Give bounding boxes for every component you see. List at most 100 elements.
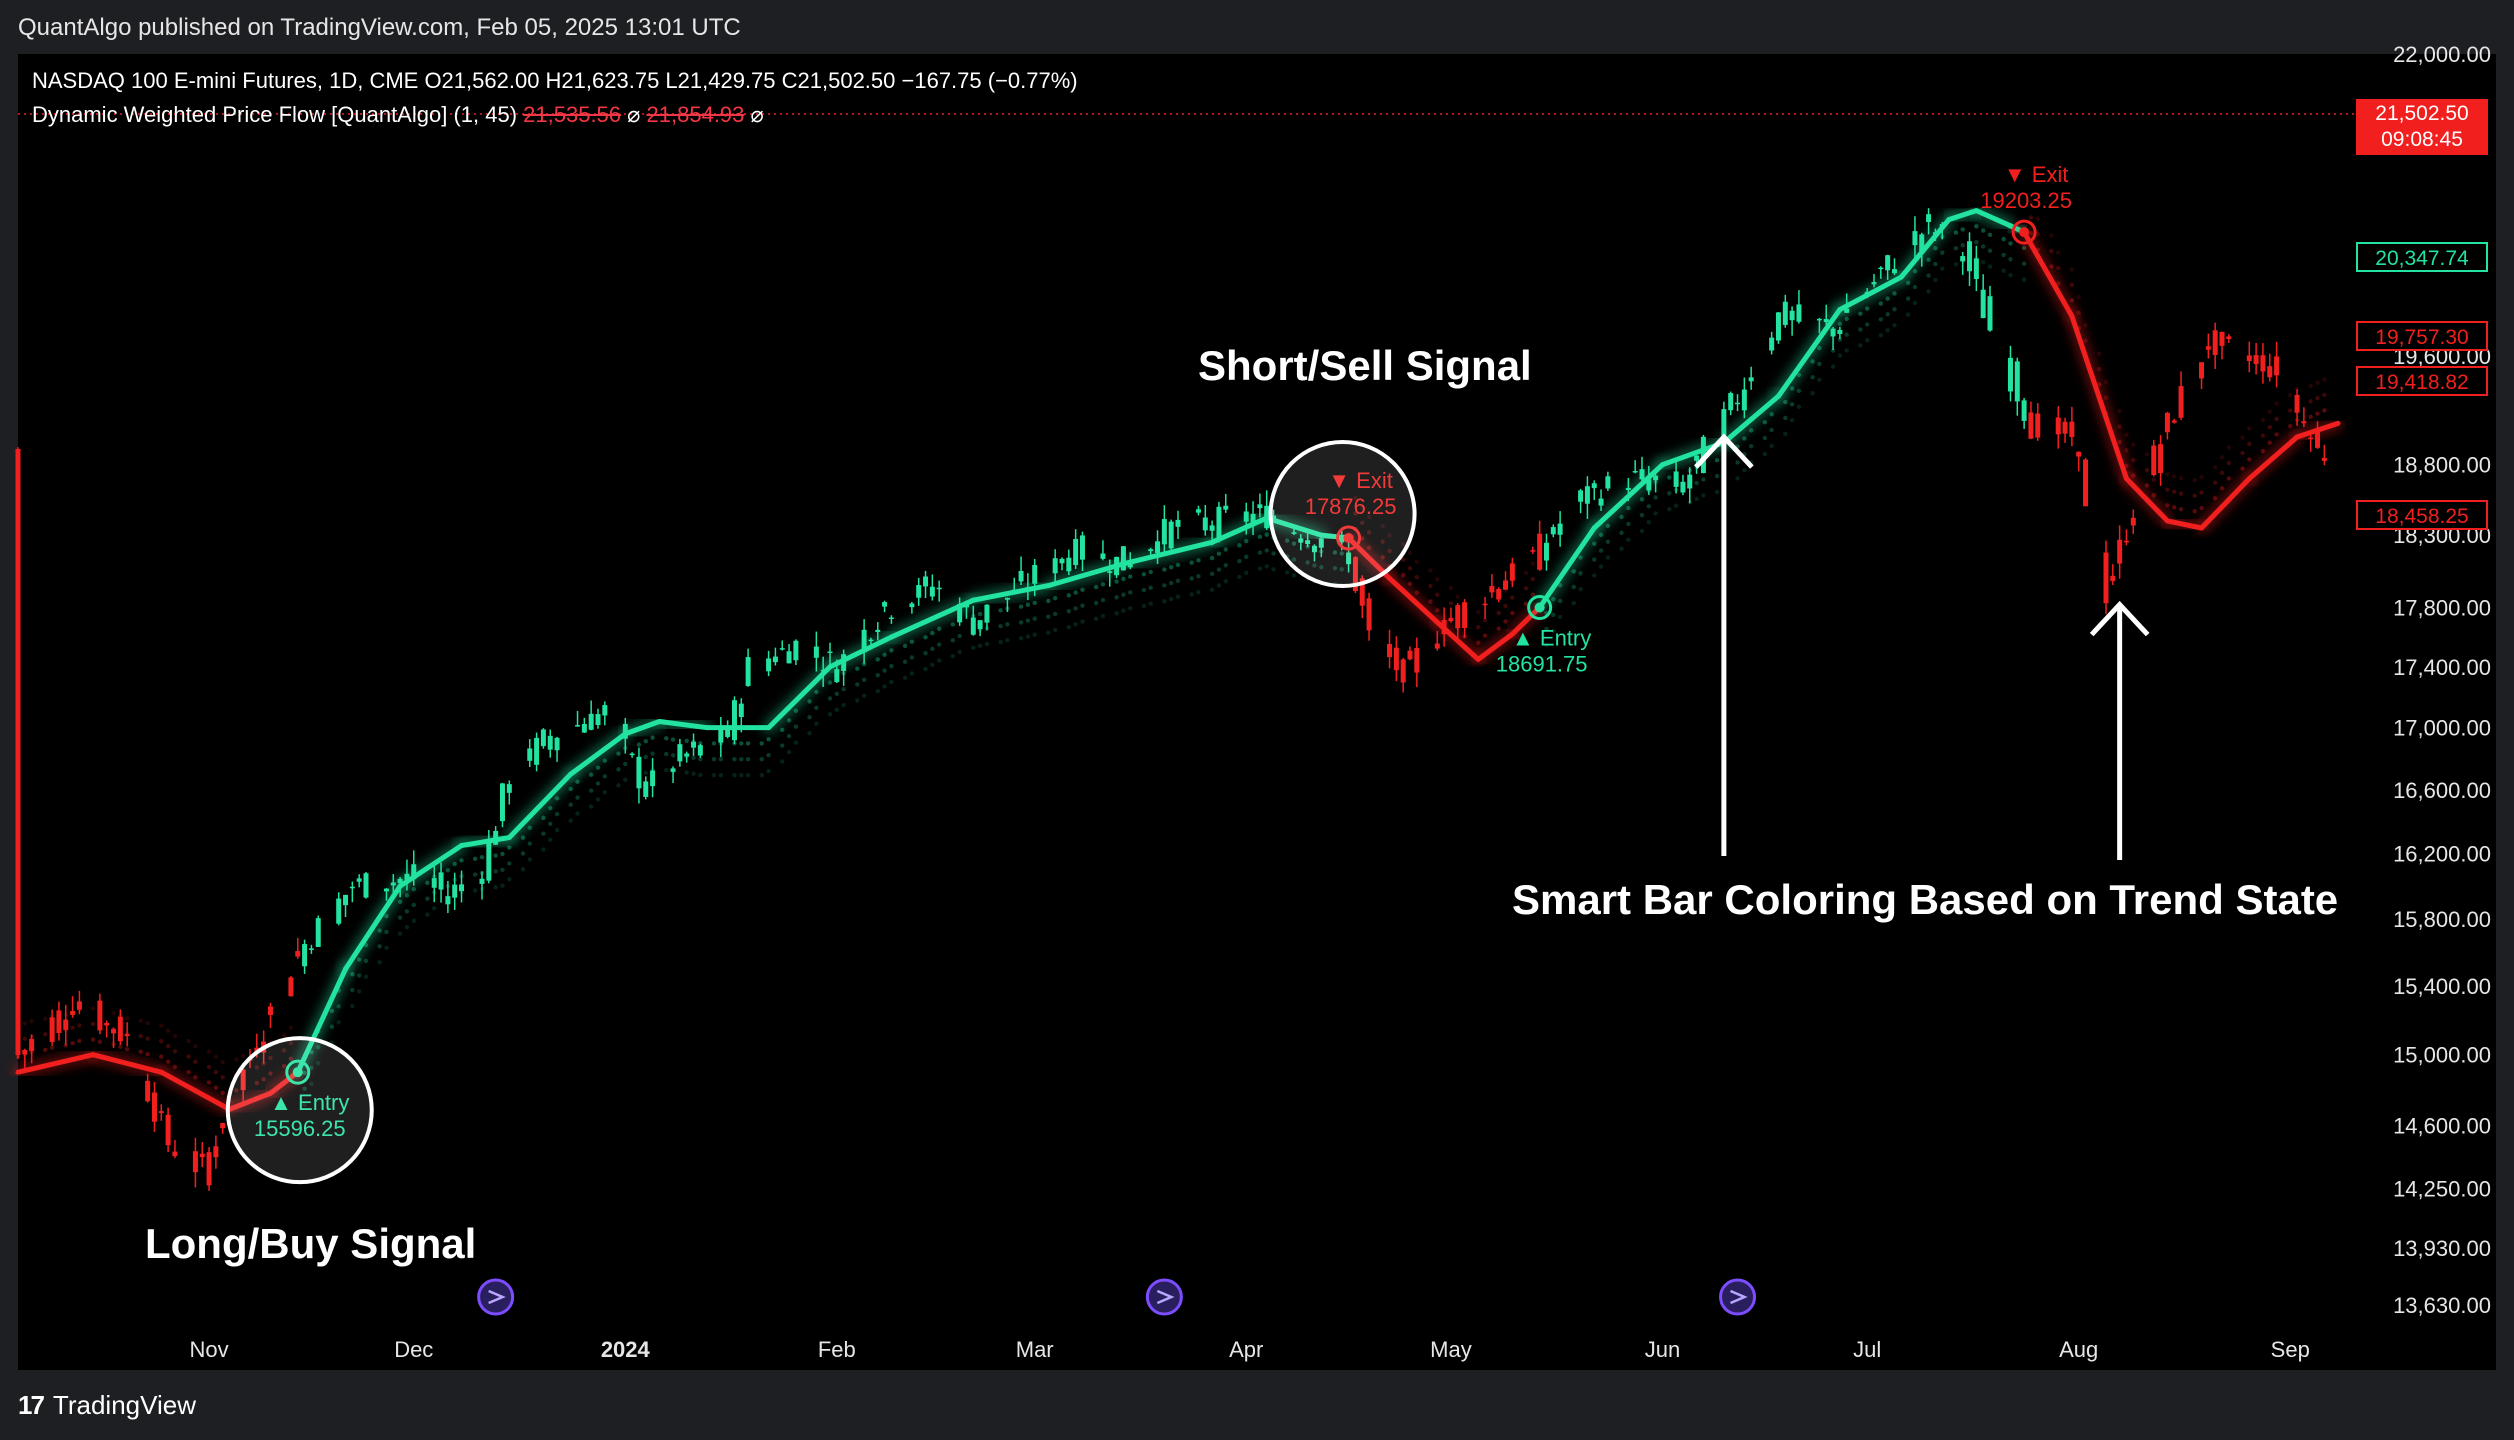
trend-glow-dot <box>670 737 676 742</box>
trend-glow-dot <box>664 767 669 773</box>
trend-glow-dot <box>1114 595 1119 600</box>
candle-body <box>63 1019 69 1030</box>
trend-glow-dot <box>186 1054 191 1059</box>
candle-body <box>2219 331 2225 346</box>
candle-body <box>1967 241 1973 272</box>
trend-glow-dot <box>377 944 382 949</box>
trend-glow-dot <box>500 883 505 888</box>
candle-body <box>629 753 635 756</box>
trend-glow-dot <box>281 1048 287 1053</box>
trend-glow-dot <box>2028 215 2034 220</box>
candle-body <box>158 1111 164 1113</box>
candle-body <box>343 894 349 906</box>
trend-glow-dot <box>1093 600 1099 606</box>
current-price-tag: 21,502.50 09:08:45 <box>2356 99 2488 155</box>
tradingview-logo[interactable]: 17 TradingView <box>18 1390 196 1421</box>
y-tick-label: 14,250.00 <box>2393 1177 2491 1202</box>
candle-body <box>56 1010 62 1033</box>
tradingview-logo-icon: 17 <box>18 1390 45 1420</box>
trend-glow-dot <box>2315 411 2320 416</box>
trend-glow-dot <box>159 1023 164 1028</box>
trend-glow-dot <box>2049 248 2054 254</box>
trend-glow-dot <box>780 743 785 748</box>
trend-glow-dot <box>527 841 532 846</box>
candle-body <box>2130 517 2136 526</box>
trend-glow-dot <box>206 1064 212 1070</box>
trend-glow-dot <box>145 1020 150 1026</box>
trend-glow-dot <box>138 1033 144 1039</box>
candle-body <box>1250 513 1256 524</box>
trend-glow-dot <box>1769 427 1774 433</box>
x-tick-label: Jun <box>1645 1337 1680 1362</box>
trend-glow-dot <box>1407 581 1413 587</box>
candle-body <box>49 1017 55 1043</box>
candle-body <box>827 651 833 654</box>
trend-glow-dot <box>1544 626 1549 632</box>
trend-glow-dot <box>1912 269 1918 274</box>
trend-glow-dot <box>1148 585 1153 590</box>
trend-glow-dot <box>404 909 410 914</box>
trend-glow-dot <box>1796 404 1802 409</box>
candle-body <box>2021 400 2027 421</box>
trend-glow-dot <box>520 851 526 856</box>
trend-glow-dot <box>2308 383 2313 389</box>
trend-glow-dot <box>1093 616 1099 622</box>
trend-glow-dot <box>70 1040 75 1046</box>
candle-body <box>1257 504 1263 509</box>
x-tick-label: 2024 <box>601 1337 651 1362</box>
trend-glow-dot <box>1523 586 1529 591</box>
trend-glow-dot <box>923 666 928 672</box>
candle-body <box>2055 417 2061 435</box>
trend-glow-dot <box>1598 564 1604 569</box>
trend-glow-dot <box>1653 495 1658 500</box>
trend-glow-dot <box>138 1049 144 1054</box>
indicator-na-1: ⌀ <box>627 102 641 127</box>
candle-body <box>172 1151 178 1157</box>
trend-glow-dot <box>500 851 505 857</box>
trend-glow-dot <box>548 837 553 842</box>
trend-glow-dot <box>759 757 764 762</box>
trend-glow-dot <box>2069 267 2075 272</box>
symbol-legend: NASDAQ 100 E-mini Futures, 1D, CME O21,5… <box>32 68 1078 94</box>
trend-glow-dot <box>814 705 819 711</box>
trend-glow-dot <box>206 1080 212 1085</box>
trend-glow-dot <box>1305 560 1310 565</box>
candle-body <box>677 744 683 762</box>
trend-glow-dot <box>186 1038 191 1044</box>
candle-body <box>1878 267 1884 270</box>
trend-glow-dot <box>1974 239 1979 245</box>
trend-glow-dot <box>698 772 703 778</box>
trend-glow-dot <box>240 1053 246 1058</box>
chart-area[interactable] <box>18 54 2496 1370</box>
candle-body <box>1209 525 1215 531</box>
trend-glow-dot <box>1523 601 1529 607</box>
trend-glow-dot <box>923 635 928 640</box>
trend-line-segment <box>158 1069 233 1112</box>
trend-glow-dot <box>616 783 621 788</box>
trend-glow-dot <box>1366 545 1372 551</box>
trend-glow-dot <box>1530 592 1536 597</box>
trend-glow-dot <box>2192 493 2197 498</box>
trend-line-segment <box>827 634 894 670</box>
trend-glow-dot <box>90 1006 96 1011</box>
trend-glow-dot <box>2049 233 2054 238</box>
candle-body <box>2321 457 2327 461</box>
trend-glow-dot <box>998 639 1003 645</box>
trend-glow-dot <box>2124 432 2129 438</box>
y-tick-label: 22,000.00 <box>2393 42 2491 67</box>
candle-body <box>1100 553 1106 559</box>
trend-glow-dot <box>1046 614 1051 619</box>
trend-glow-dot <box>159 1038 164 1044</box>
trend-glow-dot <box>807 715 812 720</box>
candle-body <box>1462 602 1468 629</box>
trend-glow-dot <box>2021 261 2027 266</box>
trend-glow-dot <box>520 867 526 872</box>
trend-glow-dot <box>1209 555 1215 561</box>
trend-line-segment <box>1973 208 2013 229</box>
signal-price: 18691.75 <box>1496 652 1588 677</box>
trend-glow-dot <box>1544 642 1549 648</box>
event-icon <box>1719 1278 1757 1316</box>
trend-glow-dot <box>377 928 382 933</box>
trend-glow-dot <box>2199 474 2204 480</box>
